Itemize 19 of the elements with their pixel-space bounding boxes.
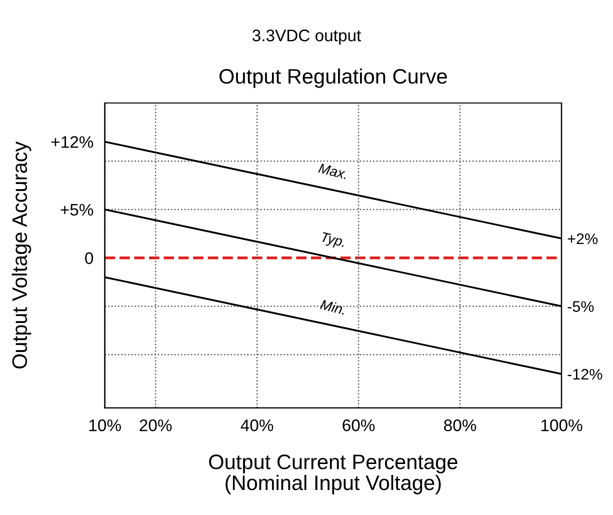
x-axis-title: Output Current Percentage (Nominal Input Voltage) <box>209 454 458 494</box>
y-tick-label: +12% <box>51 136 94 148</box>
x-tick-label: 60% <box>342 419 375 432</box>
y-axis-title: Output Voltage Accuracy <box>12 141 32 369</box>
text: Max. <box>318 163 348 180</box>
x-tick-label: 80% <box>444 419 476 432</box>
text: Typ. <box>320 232 346 250</box>
x-tick-label: 40% <box>240 419 274 432</box>
y2-tick-label: +2% <box>568 233 598 244</box>
text: Min. <box>320 299 346 315</box>
y-tick-label: 0 <box>85 252 94 264</box>
y2-tick-label: -12% <box>568 368 602 380</box>
y-tick-label: +5% <box>60 204 94 216</box>
y2-tick-label: -5% <box>568 301 594 312</box>
chart-subtitle: Output Regulation Curve <box>220 68 447 88</box>
x-tick-label: 100% <box>541 419 582 432</box>
x-tick-label: 10% <box>89 419 121 432</box>
chart-title: 3.3VDC output <box>252 30 362 45</box>
x-tick-label: 20% <box>140 419 172 432</box>
